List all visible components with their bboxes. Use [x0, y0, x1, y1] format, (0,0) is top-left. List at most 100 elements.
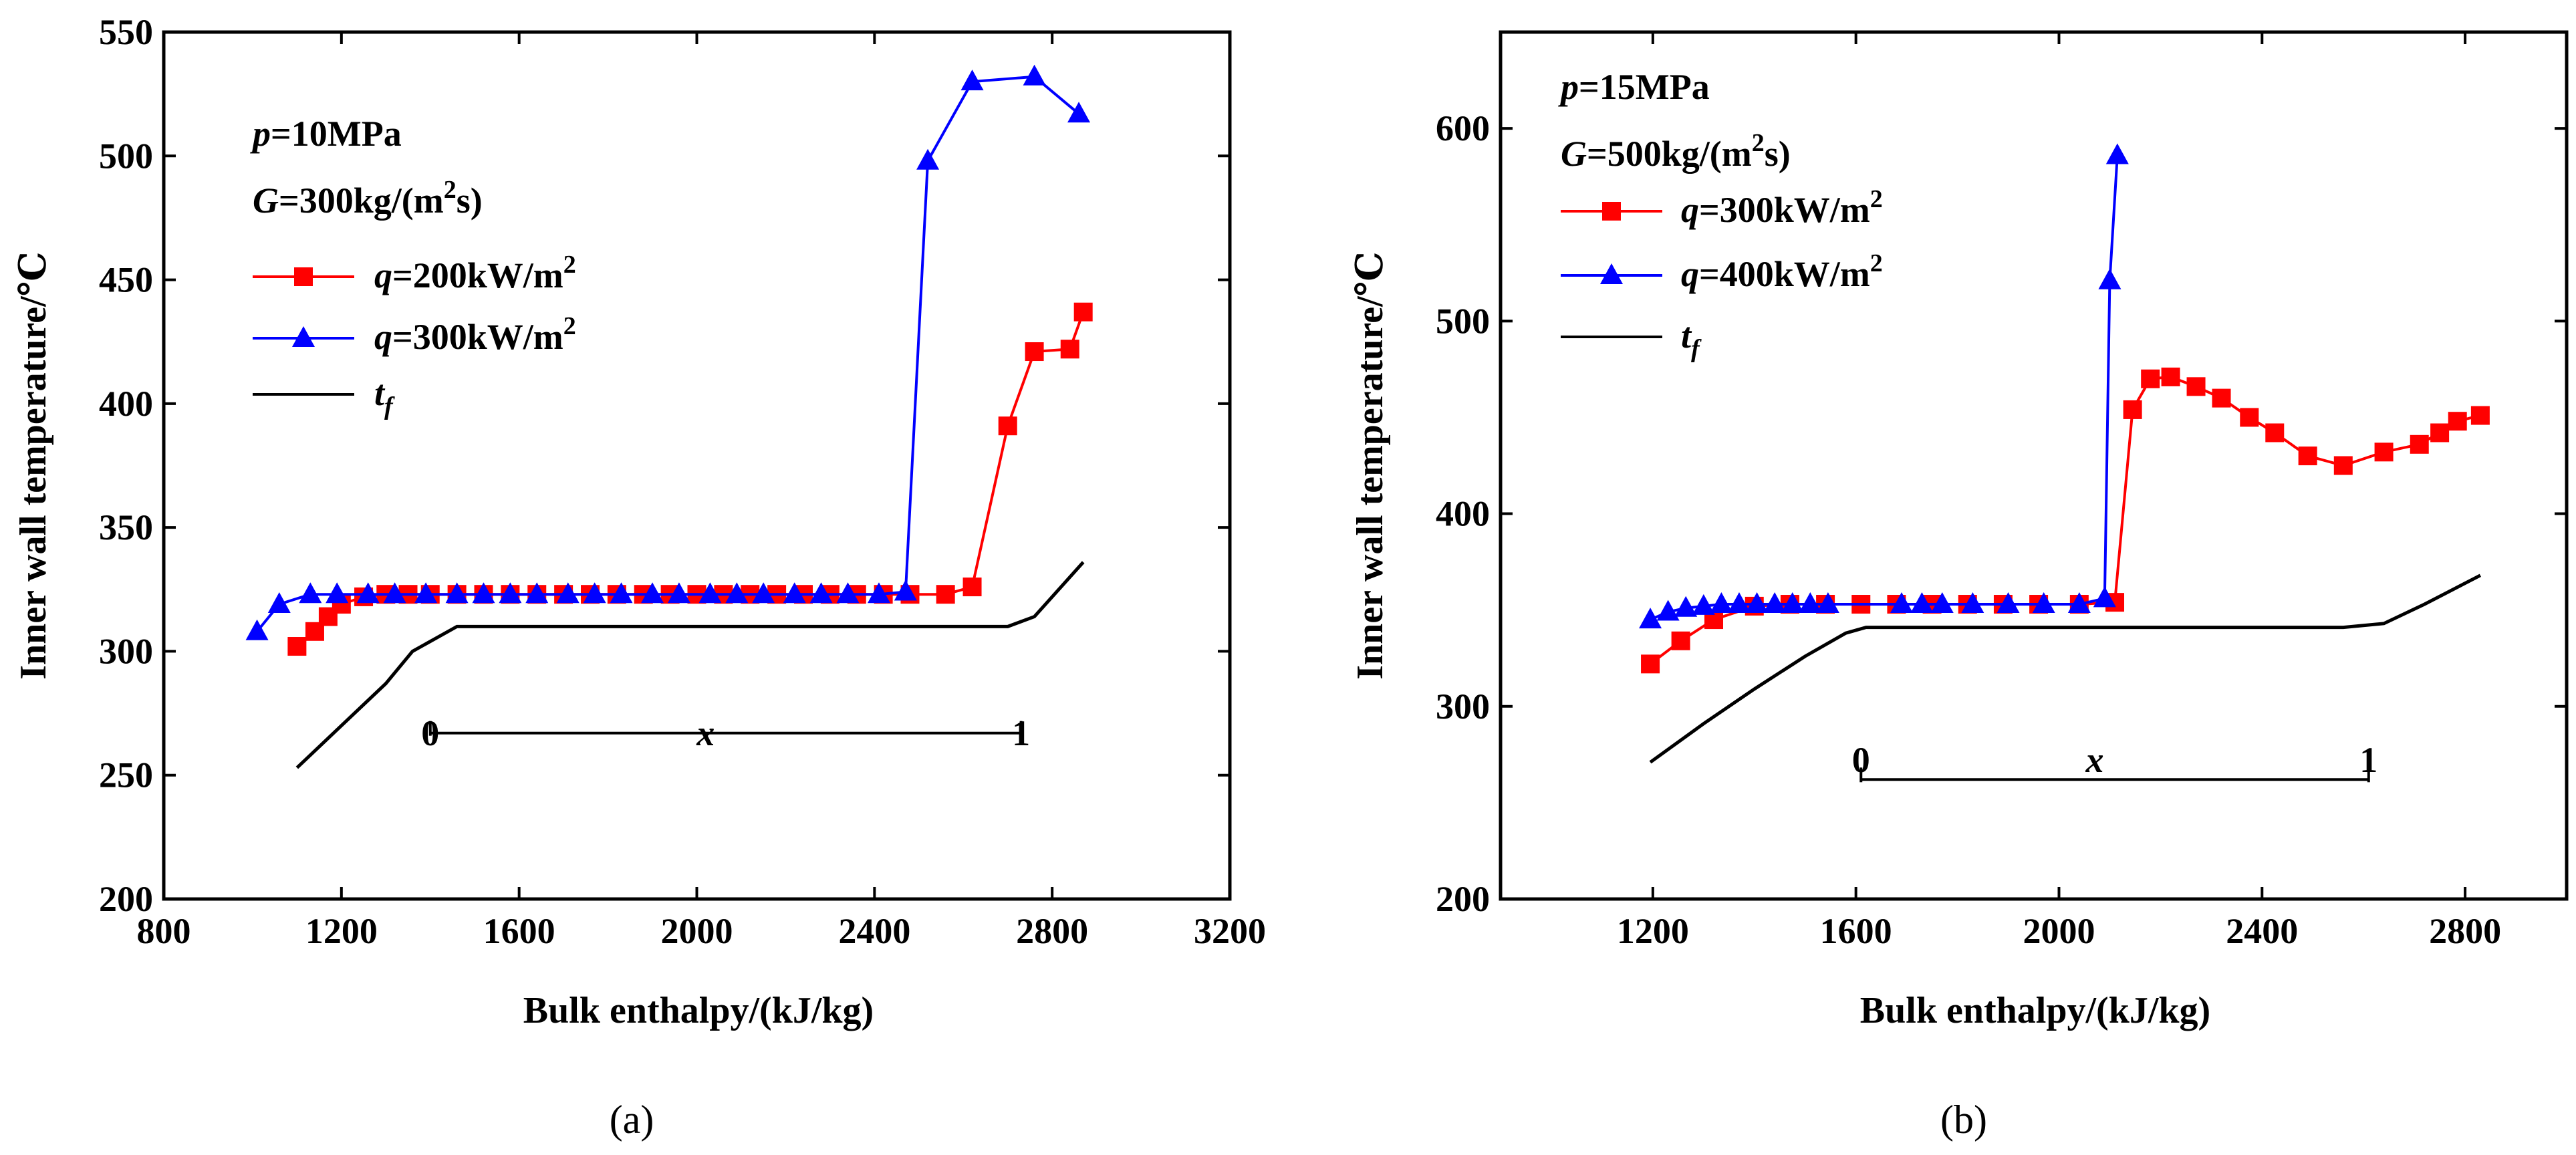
series-tf — [1649, 573, 2482, 764]
legend-marker — [294, 267, 313, 286]
data-point — [698, 582, 722, 604]
x-axis-title: Bulk enthalpy/(kJ/kg) — [1860, 990, 2210, 1031]
data-point — [2123, 400, 2142, 419]
data-point — [1674, 596, 1698, 617]
y-tick-label: 400 — [1436, 494, 1490, 534]
data-point — [326, 582, 349, 604]
data-point — [2240, 408, 2259, 427]
data-point — [836, 582, 860, 604]
y-tick-label: 200 — [99, 879, 153, 919]
data-point — [783, 582, 806, 604]
series-q=300kW/m2 — [245, 64, 1091, 640]
data-point — [1781, 592, 1804, 614]
x-tick-label: 2400 — [2226, 911, 2298, 951]
data-point — [667, 582, 690, 604]
data-point — [2161, 367, 2180, 386]
legend-label: q=300kW/m2 — [374, 312, 576, 357]
condition-annotation: p=10MPa — [250, 114, 402, 154]
data-point — [2265, 423, 2285, 442]
quality-end-label: 1 — [1012, 713, 1030, 753]
data-point — [1910, 592, 1934, 614]
data-point — [1763, 592, 1787, 614]
series-line — [1649, 375, 2481, 665]
data-point — [1656, 600, 1680, 621]
data-point — [299, 582, 322, 604]
data-point — [752, 582, 775, 604]
legend-marker — [1600, 263, 1623, 284]
data-point — [2333, 456, 2353, 475]
data-point — [725, 582, 749, 604]
data-point — [1639, 608, 1662, 629]
y-tick-label: 600 — [1436, 108, 1490, 148]
data-point — [1930, 592, 1954, 614]
y-tick-label: 200 — [1436, 879, 1490, 919]
series-line — [1649, 573, 2482, 764]
x-tick-label: 2000 — [661, 911, 733, 951]
y-tick-label: 300 — [1436, 686, 1490, 727]
x-tick-label: 1600 — [1820, 911, 1892, 951]
data-point — [2141, 369, 2160, 388]
series-q=400kW/m2 — [1639, 143, 2129, 629]
quality-mid-label: x — [2085, 740, 2104, 780]
data-point — [1727, 592, 1751, 614]
x-tick-label: 800 — [137, 911, 191, 951]
data-point — [1641, 654, 1660, 674]
quality-mid-label: x — [696, 713, 715, 753]
data-point — [1890, 592, 1914, 614]
data-point — [525, 582, 549, 604]
data-point — [998, 416, 1017, 436]
data-point — [356, 582, 380, 604]
data-point — [2410, 434, 2429, 454]
data-point — [936, 585, 955, 604]
data-point — [916, 148, 940, 170]
series-line — [295, 561, 1085, 769]
data-point — [960, 70, 984, 91]
series-line — [256, 75, 1080, 633]
x-tick-label: 3200 — [1194, 911, 1266, 951]
data-point — [2098, 268, 2121, 289]
data-point — [1997, 592, 2020, 614]
panel-label: (a) — [610, 1098, 654, 1142]
data-point — [414, 582, 438, 604]
x-tick-label: 2800 — [2429, 911, 2501, 951]
data-point — [287, 637, 307, 656]
x-tick-label: 1200 — [305, 911, 378, 951]
legend-marker — [1602, 202, 1621, 221]
data-point — [1816, 592, 1839, 614]
data-point — [641, 582, 664, 604]
data-point — [383, 582, 406, 604]
quality-start-label: 0 — [421, 713, 439, 753]
legend-label: tf — [1681, 315, 1702, 363]
data-point — [1745, 592, 1769, 614]
plot-frame — [1499, 30, 2569, 901]
data-point — [1671, 631, 1690, 650]
y-tick-label: 250 — [99, 755, 153, 795]
data-point — [2105, 143, 2129, 164]
x-tick-label: 2400 — [838, 911, 910, 951]
y-tick-label: 550 — [99, 12, 153, 52]
x-tick-label: 2800 — [1016, 911, 1088, 951]
legend-label: q=200kW/m2 — [374, 251, 576, 295]
y-tick-label: 500 — [99, 136, 153, 176]
quality-end-label: 1 — [2359, 740, 2377, 780]
y-tick-label: 450 — [99, 260, 153, 300]
data-point — [809, 582, 833, 604]
condition-annotation: p=15MPa — [1558, 67, 1710, 107]
plot-frame — [162, 30, 1232, 901]
data-point — [1692, 594, 1715, 615]
legend-marker — [292, 326, 315, 347]
data-point — [2212, 388, 2231, 408]
legend-label: q=400kW/m2 — [1681, 249, 1883, 294]
data-point — [499, 582, 522, 604]
panel-label: (b) — [1940, 1098, 1987, 1142]
y-tick-label: 500 — [1436, 301, 1490, 341]
chart-panel-a: 800 1200 1600 2000 2400 2800 3200 200 250 300 350 4… — [13, 12, 1266, 1142]
data-point — [445, 582, 469, 604]
data-point — [867, 582, 890, 604]
data-point — [267, 592, 291, 614]
x-tick-label: 1200 — [1617, 911, 1689, 951]
data-point — [2448, 412, 2467, 431]
y-axis-title: Inner wall temperature/℃ — [13, 251, 54, 680]
data-point — [1799, 592, 1822, 614]
